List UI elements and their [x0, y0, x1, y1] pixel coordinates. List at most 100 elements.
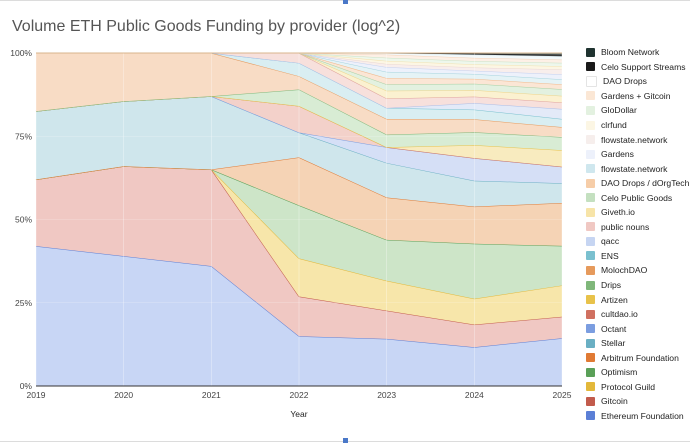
series-area-21: [36, 53, 562, 67]
series-area-1: [36, 166, 562, 348]
legend-label: Gitcoin: [601, 396, 628, 407]
x-tick-label: 2025: [553, 390, 572, 400]
legend-swatch: [586, 338, 595, 348]
legend-label: Protocol Guild: [601, 381, 655, 392]
series-area-13: [36, 53, 562, 110]
legend-item[interactable]: Drips: [586, 278, 689, 293]
legend-item[interactable]: Stellar: [586, 336, 689, 351]
legend-label: Artizen: [601, 294, 628, 305]
legend-item[interactable]: Celo Public Goods: [586, 190, 689, 205]
x-tick-label: 2022: [290, 390, 309, 400]
series-area-23: [36, 53, 562, 60]
legend-swatch: [586, 207, 595, 217]
legend-item[interactable]: ENS: [586, 249, 689, 264]
legend-label: cultdao.io: [601, 309, 638, 320]
legend-item[interactable]: GloDollar: [586, 103, 689, 118]
series-area-20: [36, 53, 562, 70]
legend-item[interactable]: Arbitrum Foundation: [586, 350, 689, 365]
legend-swatch: [586, 236, 595, 246]
legend-swatch: [586, 353, 595, 363]
legend-swatch: [586, 135, 595, 145]
legend-label: Arbitrum Foundation: [601, 352, 679, 363]
legend-label: MolochDAO: [601, 265, 648, 276]
legend-item[interactable]: Gardens + Gitcoin: [586, 89, 689, 104]
legend-label: Celo Support Streams: [601, 61, 686, 72]
legend-item[interactable]: Octant: [586, 321, 689, 336]
y-tick-label: 25%: [15, 298, 32, 308]
legend-label: qacc: [601, 236, 620, 247]
legend-item[interactable]: MolochDAO: [586, 263, 689, 278]
legend-swatch: [586, 265, 595, 275]
x-tick-label: 2023: [377, 390, 396, 400]
legend-item[interactable]: Bloom Network: [586, 45, 689, 60]
y-tick-label: 100%: [10, 48, 32, 58]
legend-label: ENS: [601, 250, 619, 261]
legend-swatch: [586, 178, 595, 188]
legend-swatch: [586, 309, 595, 319]
chart-title: Volume ETH Public Goods Funding by provi…: [12, 18, 401, 35]
legend-item[interactable]: flowstate.network: [586, 132, 689, 147]
legend-item[interactable]: clrfund: [586, 118, 689, 133]
legend-label: Giveth.io: [601, 207, 635, 218]
legend-item[interactable]: Giveth.io: [586, 205, 689, 220]
legend-label: Celo Public Goods: [601, 192, 673, 203]
series-area-0: [36, 246, 562, 386]
legend-item[interactable]: Ethereum Foundation: [586, 409, 689, 424]
y-tick-label: 50%: [15, 215, 32, 225]
legend-label: GloDollar: [601, 105, 637, 116]
legend-swatch: [586, 75, 597, 87]
x-tick-label: 2024: [465, 390, 484, 400]
series-area-12: [36, 53, 562, 119]
top-resize-handle[interactable]: [343, 0, 348, 4]
series-area-17: [36, 53, 562, 85]
legend-label: Drips: [601, 280, 622, 291]
legend-item[interactable]: DAO Drops: [586, 74, 689, 89]
x-tick-label: 2020: [114, 390, 133, 400]
legend-label: flowstate.network: [601, 134, 668, 145]
series-area-6: [36, 96, 562, 184]
legend-label: DAO Drops / dOrgTech: [601, 178, 690, 189]
series-area-15: [36, 53, 562, 96]
legend-swatch: [586, 149, 595, 159]
x-tick-label: 2021: [202, 390, 221, 400]
legend-swatch: [586, 105, 595, 115]
legend-item[interactable]: Gardens: [586, 147, 689, 162]
legend-swatch: [586, 47, 595, 57]
legend-item[interactable]: DAO Drops / dOrgTech: [586, 176, 689, 191]
bottom-resize-handle[interactable]: [343, 438, 348, 443]
legend-item[interactable]: Artizen: [586, 292, 689, 307]
x-axis-label: Year: [290, 409, 307, 419]
legend-swatch: [586, 411, 595, 421]
legend-swatch: [586, 280, 595, 290]
legend-label: Bloom Network: [601, 47, 660, 58]
legend-item[interactable]: Gitcoin: [586, 394, 689, 409]
series-area-16: [36, 53, 562, 90]
legend-item[interactable]: Celo Support Streams: [586, 60, 689, 75]
legend-item[interactable]: flowstate.network: [586, 161, 689, 176]
legend-swatch: [586, 396, 595, 406]
legend-label: Gardens: [601, 149, 634, 160]
y-tick-label: 75%: [15, 131, 32, 141]
legend-swatch: [586, 382, 595, 392]
legend-label: clrfund: [601, 120, 627, 130]
legend-label: Gardens + Gitcoin: [601, 90, 671, 101]
legend-label: Ethereum Foundation: [601, 410, 684, 421]
legend-item[interactable]: qacc: [586, 234, 689, 249]
series-area-9: [36, 89, 562, 151]
legend-swatch: [586, 367, 595, 377]
legend-item[interactable]: Protocol Guild: [586, 380, 689, 395]
legend-label: Octant: [601, 323, 627, 334]
legend-label: Optimism: [601, 367, 638, 378]
stacked-area-chart: 0% 25% 50% 75% 100% 2019 2020 2021 2022 2023 2024 2…: [10, 48, 572, 419]
legend-item[interactable]: public nouns: [586, 220, 689, 235]
chart-legend: Bloom Network Celo Support Streams DAO Dro…: [586, 45, 689, 423]
series-area-22: [36, 53, 562, 63]
legend-swatch: [586, 164, 595, 174]
legend-swatch: [586, 193, 595, 203]
legend-swatch: [586, 295, 595, 305]
legend-item[interactable]: Optimism: [586, 365, 689, 380]
series-area-10: [36, 53, 562, 138]
legend-item[interactable]: cultdao.io: [586, 307, 689, 322]
legend-label: public nouns: [601, 221, 650, 232]
